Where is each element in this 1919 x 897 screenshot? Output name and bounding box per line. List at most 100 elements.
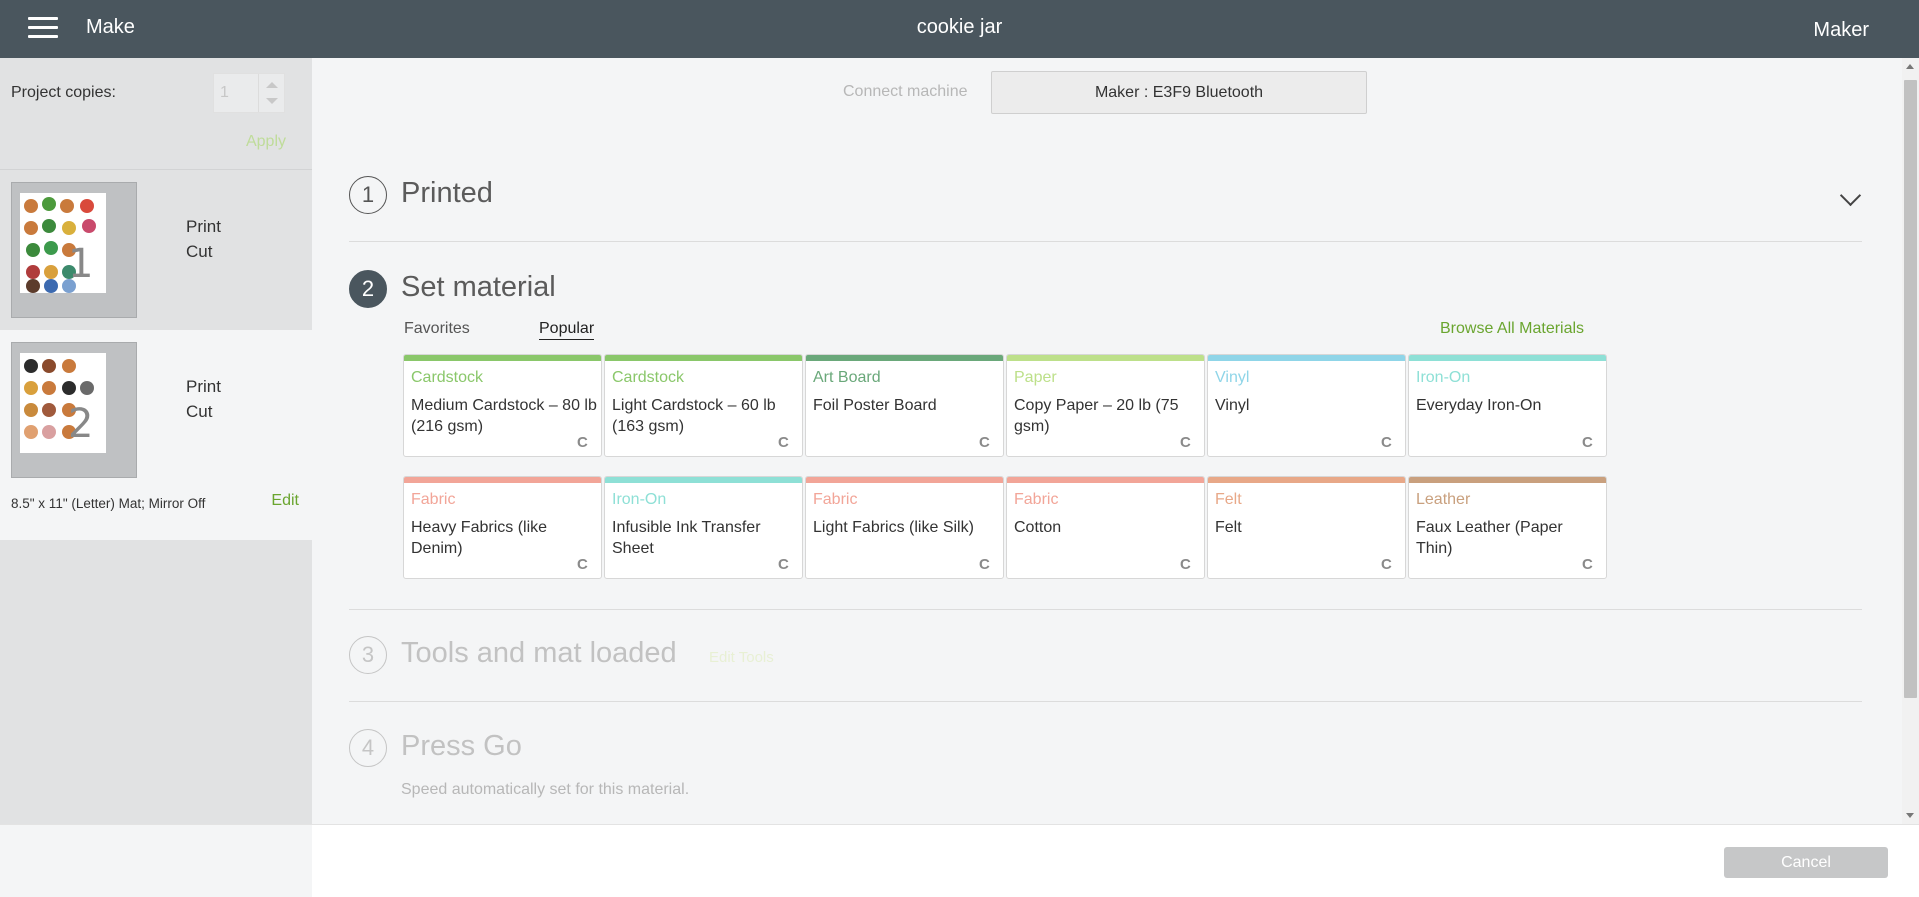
material-name: Heavy Fabrics (like Denim) xyxy=(411,519,548,557)
mat-operations: Print Cut xyxy=(186,214,221,264)
cricut-material-icon: C xyxy=(1180,556,1191,573)
material-card[interactable]: Cardstock Medium Cardstock – 80 lb (216 g… xyxy=(403,354,602,457)
material-name: Faux Leather (Paper Thin) xyxy=(1416,519,1563,557)
material-card[interactable]: Paper Copy Paper – 20 lb (75 gsm) C xyxy=(1006,354,1205,457)
machine-mode-selector[interactable]: Maker xyxy=(1813,19,1869,41)
material-card[interactable]: Leather Faux Leather (Paper Thin) C xyxy=(1408,476,1607,579)
mat-operation-print: Print xyxy=(186,377,221,396)
tab-favorites[interactable]: Favorites xyxy=(404,320,470,337)
material-card[interactable]: Art Board Foil Poster Board C xyxy=(805,354,1004,457)
connect-machine-button[interactable]: Maker : E3F9 Bluetooth xyxy=(991,71,1367,114)
cricut-material-icon: C xyxy=(1582,556,1593,573)
material-name: Foil Poster Board xyxy=(813,397,937,414)
hamburger-menu-icon[interactable] xyxy=(28,17,58,39)
cricut-material-icon: C xyxy=(577,556,588,573)
mat-preview-thumbnail: 1 xyxy=(11,182,137,318)
divider xyxy=(349,609,1862,610)
material-card[interactable]: Felt Felt C xyxy=(1207,476,1406,579)
step-number: 4 xyxy=(349,729,387,767)
tab-popular[interactable]: Popular xyxy=(539,320,595,340)
connect-machine-label: Connect machine xyxy=(843,83,968,100)
material-color-stripe xyxy=(404,477,601,483)
mat-operation-cut: Cut xyxy=(186,402,213,421)
step-number: 1 xyxy=(349,176,387,214)
mat-operations: Print Cut xyxy=(186,374,221,424)
scroll-up-icon[interactable] xyxy=(1906,64,1914,69)
material-color-stripe xyxy=(605,355,802,361)
main-scrollbar[interactable] xyxy=(1902,58,1919,824)
cricut-material-icon: C xyxy=(1582,434,1593,451)
main-panel: Connect machine Maker : E3F9 Bluetooth 1… xyxy=(312,58,1902,824)
material-card[interactable]: Iron-On Infusible Ink Transfer Sheet C xyxy=(604,476,803,579)
material-name: Light Fabrics (like Silk) xyxy=(813,519,974,536)
material-color-stripe xyxy=(1007,477,1204,483)
material-color-stripe xyxy=(1208,477,1405,483)
material-category: Leather xyxy=(1416,491,1471,508)
project-copies-value[interactable]: 1 xyxy=(220,84,229,101)
material-name: Medium Cardstock – 80 lb (216 gsm) xyxy=(411,397,597,435)
material-color-stripe xyxy=(1007,355,1204,361)
stepper-up-icon[interactable] xyxy=(266,82,278,88)
project-copies-area: Project copies: 1 Apply xyxy=(0,58,312,170)
mat-item-2[interactable]: 2 Print Cut 8.5" x 11" (Letter) Mat; Mir… xyxy=(0,330,312,540)
material-name: Cotton xyxy=(1014,519,1062,536)
mat-preview-thumbnail: 2 xyxy=(11,342,137,478)
footer-bar: Cancel xyxy=(0,824,1919,897)
material-category: Cardstock xyxy=(612,369,685,386)
cricut-material-icon: C xyxy=(979,434,990,451)
step-number: 2 xyxy=(349,270,387,308)
material-name: Everyday Iron-On xyxy=(1416,397,1542,414)
material-card[interactable]: Fabric Cotton C xyxy=(1006,476,1205,579)
material-category: Art Board xyxy=(813,369,881,386)
divider xyxy=(349,701,1862,702)
page-title: Make xyxy=(86,16,135,38)
mat-number: 2 xyxy=(68,401,94,447)
cancel-button[interactable]: Cancel xyxy=(1724,847,1888,878)
material-card[interactable]: Fabric Heavy Fabrics (like Denim) C xyxy=(403,476,602,579)
mat-operation-print: Print xyxy=(186,217,221,236)
material-card[interactable]: Cardstock Light Cardstock – 60 lb (163 gs… xyxy=(604,354,803,457)
material-color-stripe xyxy=(404,355,601,361)
material-category: Cardstock xyxy=(411,369,484,386)
material-card[interactable]: Fabric Light Fabrics (like Silk) C xyxy=(805,476,1004,579)
material-color-stripe xyxy=(1409,477,1606,483)
material-category: Vinyl xyxy=(1215,369,1250,386)
scrollbar-thumb[interactable] xyxy=(1904,80,1917,698)
material-color-stripe xyxy=(605,477,802,483)
material-category: Fabric xyxy=(813,491,858,508)
cricut-material-icon: C xyxy=(778,434,789,451)
edit-mat-button[interactable]: Edit xyxy=(271,492,299,509)
material-name: Light Cardstock – 60 lb (163 gsm) xyxy=(612,397,776,435)
cricut-material-icon: C xyxy=(778,556,789,573)
material-card[interactable]: Vinyl Vinyl C xyxy=(1207,354,1406,457)
project-name: cookie jar xyxy=(916,16,1003,38)
mat-number: 1 xyxy=(68,241,94,287)
step-title: Set material xyxy=(401,271,556,303)
material-category: Fabric xyxy=(1014,491,1059,508)
edit-tools-link[interactable]: Edit Tools xyxy=(709,649,774,666)
divider xyxy=(349,241,1862,242)
cricut-material-icon: C xyxy=(979,556,990,573)
apply-button[interactable]: Apply xyxy=(245,133,286,150)
cricut-material-icon: C xyxy=(1381,434,1392,451)
material-category: Paper xyxy=(1014,369,1057,386)
step-number: 3 xyxy=(349,636,387,674)
material-category: Iron-On xyxy=(612,491,667,508)
chevron-down-icon[interactable] xyxy=(1839,184,1862,207)
material-name: Vinyl xyxy=(1215,397,1250,414)
material-card[interactable]: Iron-On Everyday Iron-On C xyxy=(1408,354,1607,457)
material-category: Felt xyxy=(1215,491,1242,508)
browse-all-materials-link[interactable]: Browse All Materials xyxy=(1440,320,1585,337)
step-title: Tools and mat loaded xyxy=(401,637,677,669)
material-category: Iron-On xyxy=(1416,369,1471,386)
cricut-material-icon: C xyxy=(1180,434,1191,451)
scroll-down-icon[interactable] xyxy=(1906,813,1914,818)
step-title: Press Go xyxy=(401,730,522,762)
material-name: Felt xyxy=(1215,519,1242,536)
top-bar: Make cookie jar Maker xyxy=(0,0,1919,58)
material-color-stripe xyxy=(806,355,1003,361)
mat-item-1[interactable]: 1 Print Cut xyxy=(0,170,312,330)
project-copies-stepper[interactable]: 1 xyxy=(213,73,285,113)
stepper-down-icon[interactable] xyxy=(266,98,278,104)
footer-left-area xyxy=(0,825,312,897)
